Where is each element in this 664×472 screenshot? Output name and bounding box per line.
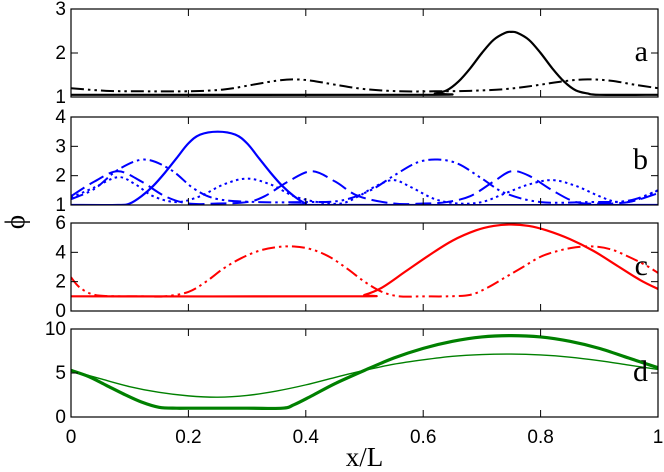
x-axis-title: x/L — [346, 442, 384, 472]
y-tick-label-c-0: 0 — [55, 301, 66, 322]
x-tick-label-0: 0 — [66, 427, 77, 448]
series-line-c-dashdotdot — [71, 245, 658, 298]
panel-label-a: a — [635, 35, 648, 68]
series-line-b-dotted — [71, 176, 658, 205]
series-line-b-longdash — [71, 170, 658, 205]
panel-frame-c — [70, 222, 659, 312]
series-line-a-solid — [71, 30, 658, 96]
y-tick-label-c-1: 2 — [55, 272, 66, 293]
panel-frame-a — [70, 8, 659, 98]
x-tick-label-1: 0.2 — [175, 427, 201, 448]
y-tick-label-a-0: 1 — [55, 87, 66, 108]
y-tick-label-c-3: 6 — [55, 213, 66, 234]
series-line-d-thin — [71, 353, 658, 398]
y-axis-title: ϕ — [0, 215, 30, 229]
y-tick-label-a-1: 2 — [55, 43, 66, 64]
panel-label-d: d — [633, 355, 648, 388]
x-tick-label-3: 0.6 — [410, 427, 436, 448]
panel-label-b: b — [633, 143, 648, 176]
series-line-d-thick — [71, 334, 658, 411]
panel-frame-b — [70, 116, 659, 206]
panel-label-c: c — [635, 249, 648, 282]
y-tick-label-d-1: 5 — [55, 363, 66, 384]
x-tick-label-2: 0.4 — [293, 427, 320, 448]
series-line-b-dashdotdot — [71, 158, 658, 204]
y-tick-label-b-3: 4 — [55, 107, 66, 128]
x-tick-label-5: 1 — [653, 427, 664, 448]
y-tick-label-b-1: 2 — [55, 166, 66, 187]
series-line-c-solid — [71, 223, 658, 298]
series-line-a-dashdotdot — [71, 78, 658, 93]
y-tick-label-d-0: 0 — [55, 407, 66, 428]
y-tick-label-b-2: 3 — [55, 136, 66, 157]
x-tick-label-4: 0.8 — [527, 427, 553, 448]
y-tick-label-a-2: 3 — [55, 0, 66, 20]
y-tick-label-b-0: 1 — [55, 195, 66, 216]
y-tick-label-d-2: 10 — [45, 319, 66, 340]
y-tick-label-c-2: 4 — [55, 242, 66, 263]
